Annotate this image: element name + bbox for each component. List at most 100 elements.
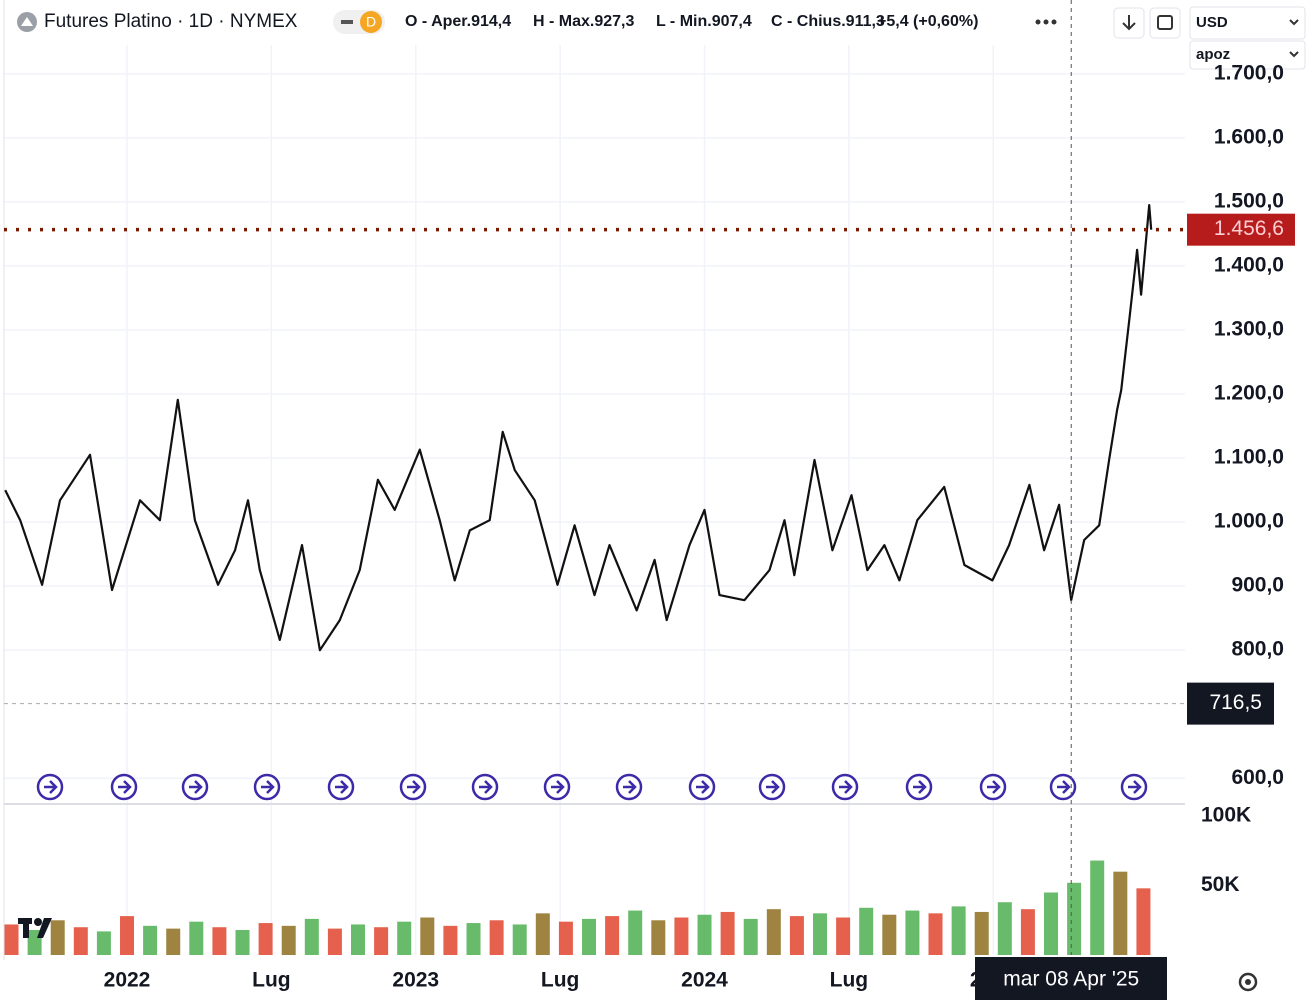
event-marker-icon	[335, 780, 349, 794]
x-tick-label: 2022	[104, 969, 151, 992]
volume-bar	[789, 916, 804, 955]
crosshair-y-label: 716,5	[1209, 691, 1262, 714]
volume-bar	[720, 911, 735, 955]
event-marker-icon	[839, 780, 853, 794]
volume-bar	[535, 913, 550, 955]
event-marker-icon	[407, 780, 421, 794]
title: Futures Platino · 1D · NYMEX	[44, 11, 298, 32]
currency: USD	[1196, 14, 1228, 31]
crosshair-x-label: mar 08 Apr '25	[1003, 968, 1139, 991]
x-tick-label: 2023	[392, 969, 439, 992]
y-tick-label: 1.500,0	[1214, 189, 1284, 212]
volume-bar	[73, 927, 88, 955]
event-marker-icon	[913, 780, 927, 794]
x-tick-label: Lug	[541, 969, 579, 992]
volume-bar	[189, 921, 204, 955]
volume-bar	[327, 928, 342, 955]
ohlc-high: H - Max.927,3	[533, 13, 634, 30]
chevron	[1289, 19, 1299, 26]
volume-bar	[813, 913, 828, 955]
volume-bar	[882, 914, 897, 955]
volume-bar	[697, 914, 712, 955]
event-marker-icon	[987, 780, 1001, 794]
volume-bar	[1067, 882, 1082, 955]
volume-bar	[4, 924, 19, 955]
symbol-icon-glyph	[21, 17, 33, 26]
chevron	[1289, 51, 1299, 58]
volume-bar	[836, 917, 851, 955]
volume-tick-label: 50K	[1201, 873, 1240, 896]
volume-bar	[605, 916, 620, 955]
volume-bar	[466, 923, 481, 955]
price-line	[4, 204, 1153, 652]
y-tick-label: 1.300,0	[1214, 318, 1284, 341]
event-marker-icon	[551, 780, 565, 794]
event-marker-icon	[1057, 780, 1071, 794]
x-tick-label: Lug	[830, 969, 868, 992]
volume-bar	[766, 909, 781, 955]
y-tick-label: 1.600,0	[1214, 125, 1284, 148]
event-marker-icon	[1128, 780, 1142, 794]
volume-bar	[281, 925, 296, 955]
plot	[4, 204, 1153, 955]
x-tick-label: Lug	[252, 969, 290, 992]
event-marker-icon	[696, 780, 710, 794]
y-tick-label: 1.700,0	[1214, 61, 1284, 84]
volume-bar	[212, 927, 227, 955]
crosshair-x-box	[975, 957, 1167, 1000]
y-tick-label: 1.400,0	[1214, 253, 1284, 276]
volume-bar	[143, 925, 158, 955]
event-marker-icon	[261, 780, 275, 794]
volume-bar	[489, 920, 504, 955]
volume-bar	[859, 907, 874, 955]
y-tick-label: 900,0	[1231, 574, 1284, 597]
sync-icon	[1157, 15, 1173, 30]
volume-bar	[374, 927, 389, 955]
volume-bar	[951, 906, 966, 955]
scale-mode: apoz	[1196, 46, 1230, 63]
volume-bar	[351, 924, 366, 955]
event-marker-icon	[766, 780, 780, 794]
volume-bar	[166, 928, 181, 955]
volume-bar	[1044, 892, 1059, 955]
last-price-box	[1187, 213, 1295, 246]
volume-bar	[905, 910, 920, 955]
interval-badge: D	[366, 14, 376, 30]
event-marker-icon	[118, 780, 132, 794]
volume-bar	[743, 918, 758, 955]
sync-button[interactable]	[1149, 7, 1181, 39]
ohlc-low: L - Min.907,4	[656, 13, 752, 30]
badge-dot[interactable]	[360, 11, 382, 33]
volume-bar	[235, 930, 250, 955]
event-marker-icon	[44, 780, 58, 794]
volume-bar	[443, 925, 458, 955]
currency-select[interactable]	[1189, 6, 1306, 40]
volume-bar	[582, 918, 597, 955]
y-tick-label: 1.000,0	[1214, 510, 1284, 533]
crosshair-y-box	[1187, 682, 1274, 725]
volume-bar	[304, 918, 319, 955]
ohlc-close: C - Chius.911,3	[771, 13, 885, 30]
volume-bar	[1090, 860, 1105, 955]
volume-bar	[651, 920, 666, 955]
volume-bar	[674, 917, 689, 955]
scale-select[interactable]	[1189, 40, 1306, 70]
y-tick-label: 600,0	[1231, 766, 1284, 789]
settings-button[interactable]	[1238, 972, 1258, 992]
last-price-label: 1.456,6	[1214, 217, 1284, 240]
tv-logo	[18, 918, 52, 938]
more-button[interactable]	[1035, 19, 1057, 25]
badge-dash	[341, 20, 353, 24]
event-marker-icon	[479, 780, 493, 794]
volume-bar	[997, 902, 1012, 955]
volume-bar	[928, 913, 943, 955]
y-tick-label: 1.200,0	[1214, 382, 1284, 405]
volume-bar	[512, 924, 527, 955]
volume-bar	[1020, 909, 1035, 955]
x-tick-label: 2024	[681, 969, 728, 992]
volume-bar	[397, 921, 412, 955]
volume-bar	[628, 910, 643, 955]
volume-bar	[1113, 871, 1128, 955]
